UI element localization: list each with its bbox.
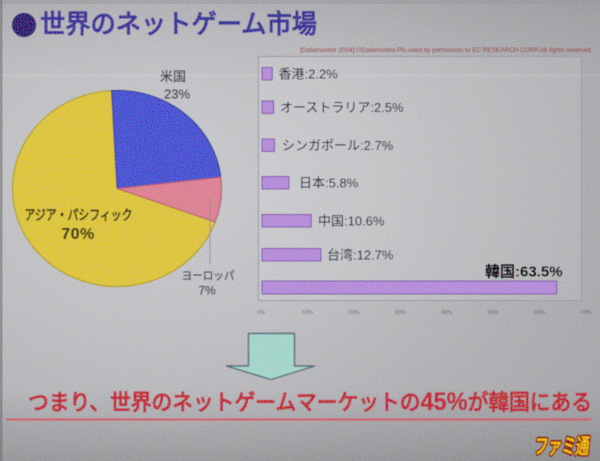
svg-text:50%: 50% [487, 310, 498, 316]
svg-text:韓国:63.5%: 韓国:63.5% [485, 263, 563, 281]
svg-text:ファミ通: ファミ通 [533, 435, 591, 459]
svg-text:70%: 70% [580, 310, 591, 316]
svg-text:つまり、世界のネットゲームマーケットの45%が韓国にある: つまり、世界のネットゲームマーケットの45%が韓国にある [28, 388, 592, 416]
svg-text:オーストラリア:2.5%: オーストラリア:2.5% [280, 100, 404, 115]
svg-text:米国: 米国 [160, 69, 186, 84]
svg-text:日本:5.8%: 日本:5.8% [299, 176, 359, 191]
svg-text:[Datamonitor 2004] ©Datamonito: [Datamonitor 2004] ©Datamonitor.Plc.used… [300, 47, 592, 54]
svg-text:10%: 10% [302, 310, 313, 316]
svg-text:中国:10.6%: 中国:10.6% [318, 214, 385, 229]
svg-text:40%: 40% [441, 310, 452, 316]
svg-text:7%: 7% [198, 284, 216, 298]
svg-text:アジア・パシフィック: アジア・パシフィック [25, 207, 133, 223]
svg-text:0%: 0% [257, 310, 265, 316]
svg-text:70%: 70% [61, 226, 95, 243]
svg-text:台湾:12.7%: 台湾:12.7% [327, 248, 394, 263]
svg-text:シンガポール:2.7%: シンガポール:2.7% [282, 138, 394, 153]
svg-text:60%: 60% [534, 310, 545, 316]
svg-text:世界のネットゲーム市場: 世界のネットゲーム市場 [40, 9, 317, 39]
svg-text:ヨーロッパ: ヨーロッパ [182, 270, 235, 283]
svg-text:23%: 23% [164, 87, 190, 102]
svg-text:30%: 30% [395, 310, 406, 316]
svg-text:20%: 20% [348, 310, 359, 316]
svg-text:香港:2.2%: 香港:2.2% [279, 67, 339, 82]
